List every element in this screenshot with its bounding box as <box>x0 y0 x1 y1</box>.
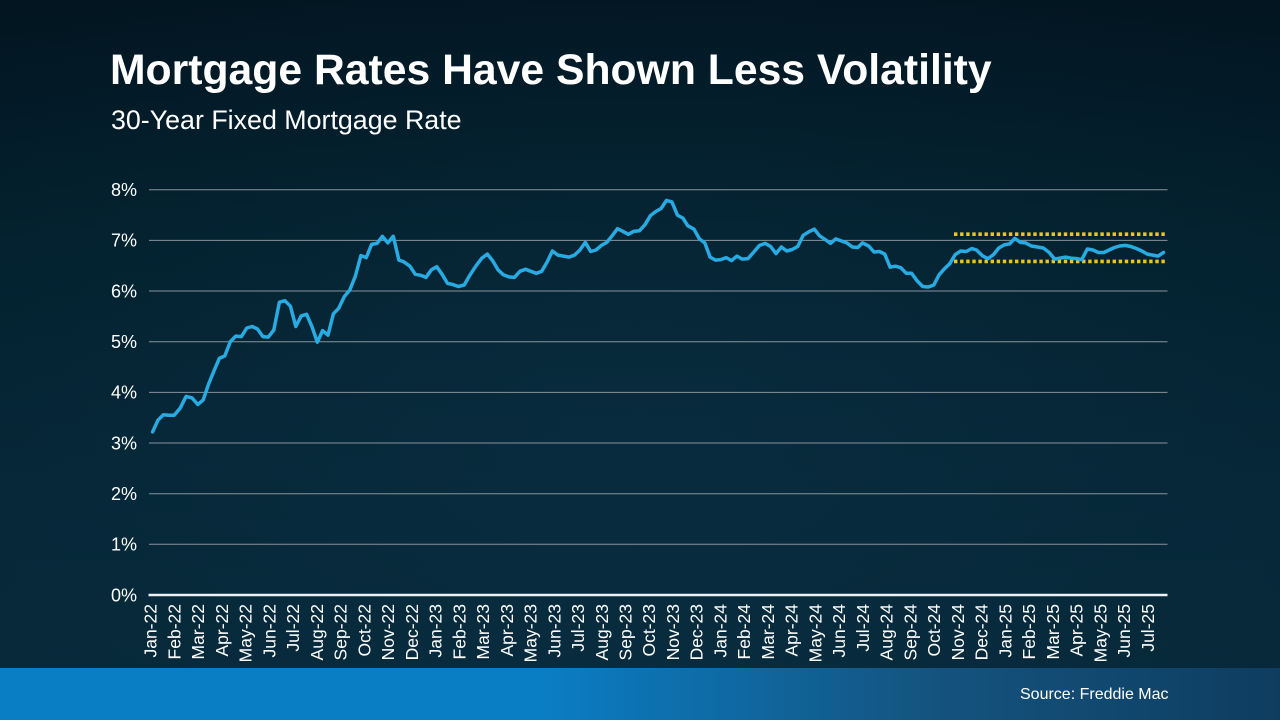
svg-text:Aug-23: Aug-23 <box>592 604 612 660</box>
svg-text:Jun-23: Jun-23 <box>544 604 564 658</box>
svg-text:Jan-24: Jan-24 <box>711 604 731 658</box>
svg-text:Jan-23: Jan-23 <box>426 604 446 658</box>
svg-text:Oct-23: Oct-23 <box>639 604 659 657</box>
svg-text:Jul-23: Jul-23 <box>568 604 588 652</box>
svg-text:Jul-22: Jul-22 <box>283 604 303 652</box>
svg-text:0%: 0% <box>111 585 137 605</box>
svg-text:Jul-24: Jul-24 <box>853 604 873 652</box>
svg-text:Apr-24: Apr-24 <box>782 604 802 657</box>
svg-text:Nov-23: Nov-23 <box>663 604 683 660</box>
svg-text:Jul-25: Jul-25 <box>1138 604 1158 652</box>
svg-text:30-Year Fixed Mortgage Rate: 30-Year Fixed Mortgage Rate <box>111 105 462 135</box>
svg-text:Apr-25: Apr-25 <box>1067 604 1087 657</box>
svg-text:Mar-24: Mar-24 <box>758 604 778 660</box>
svg-text:Jun-25: Jun-25 <box>1114 604 1134 658</box>
svg-text:Sep-23: Sep-23 <box>616 604 636 660</box>
svg-text:Feb-24: Feb-24 <box>734 604 754 660</box>
svg-text:Oct-24: Oct-24 <box>924 604 944 657</box>
svg-text:7%: 7% <box>111 231 137 251</box>
svg-text:2%: 2% <box>111 484 137 504</box>
svg-text:Jun-24: Jun-24 <box>829 604 849 658</box>
svg-text:Mar-23: Mar-23 <box>473 604 493 659</box>
svg-text:May-23: May-23 <box>521 604 541 662</box>
svg-text:Jan-22: Jan-22 <box>141 604 161 658</box>
svg-text:4%: 4% <box>111 383 137 403</box>
svg-text:Mortgage Rates Have Shown Less: Mortgage Rates Have Shown Less Volatilit… <box>110 46 992 94</box>
svg-text:Sep-24: Sep-24 <box>900 604 920 661</box>
svg-text:Dec-22: Dec-22 <box>402 604 422 660</box>
svg-text:Feb-22: Feb-22 <box>164 604 184 659</box>
svg-text:Mar-22: Mar-22 <box>188 604 208 659</box>
svg-text:Jun-22: Jun-22 <box>259 604 279 658</box>
svg-text:Aug-24: Aug-24 <box>877 604 897 661</box>
svg-text:May-24: May-24 <box>805 604 825 663</box>
svg-text:Apr-23: Apr-23 <box>497 604 517 657</box>
svg-text:8%: 8% <box>111 180 137 200</box>
svg-text:Nov-22: Nov-22 <box>378 604 398 660</box>
svg-text:1%: 1% <box>111 535 137 555</box>
svg-text:Feb-23: Feb-23 <box>449 604 469 659</box>
svg-text:5%: 5% <box>111 332 137 352</box>
svg-text:Nov-24: Nov-24 <box>948 604 968 661</box>
svg-text:Feb-25: Feb-25 <box>1019 604 1039 659</box>
svg-text:Dec-24: Dec-24 <box>972 604 992 661</box>
svg-text:3%: 3% <box>111 433 137 453</box>
svg-text:Oct-22: Oct-22 <box>354 604 374 657</box>
svg-text:6%: 6% <box>111 281 137 301</box>
svg-text:Mar-25: Mar-25 <box>1043 604 1063 659</box>
svg-text:Apr-22: Apr-22 <box>212 604 232 657</box>
svg-text:Jan-25: Jan-25 <box>995 604 1015 658</box>
svg-text:May-25: May-25 <box>1090 604 1110 662</box>
svg-text:Sep-22: Sep-22 <box>331 604 351 660</box>
svg-text:Dec-23: Dec-23 <box>687 604 707 660</box>
svg-text:Aug-22: Aug-22 <box>307 604 327 660</box>
svg-text:Source: Freddie Mac: Source: Freddie Mac <box>1020 686 1169 703</box>
svg-text:May-22: May-22 <box>236 604 256 662</box>
